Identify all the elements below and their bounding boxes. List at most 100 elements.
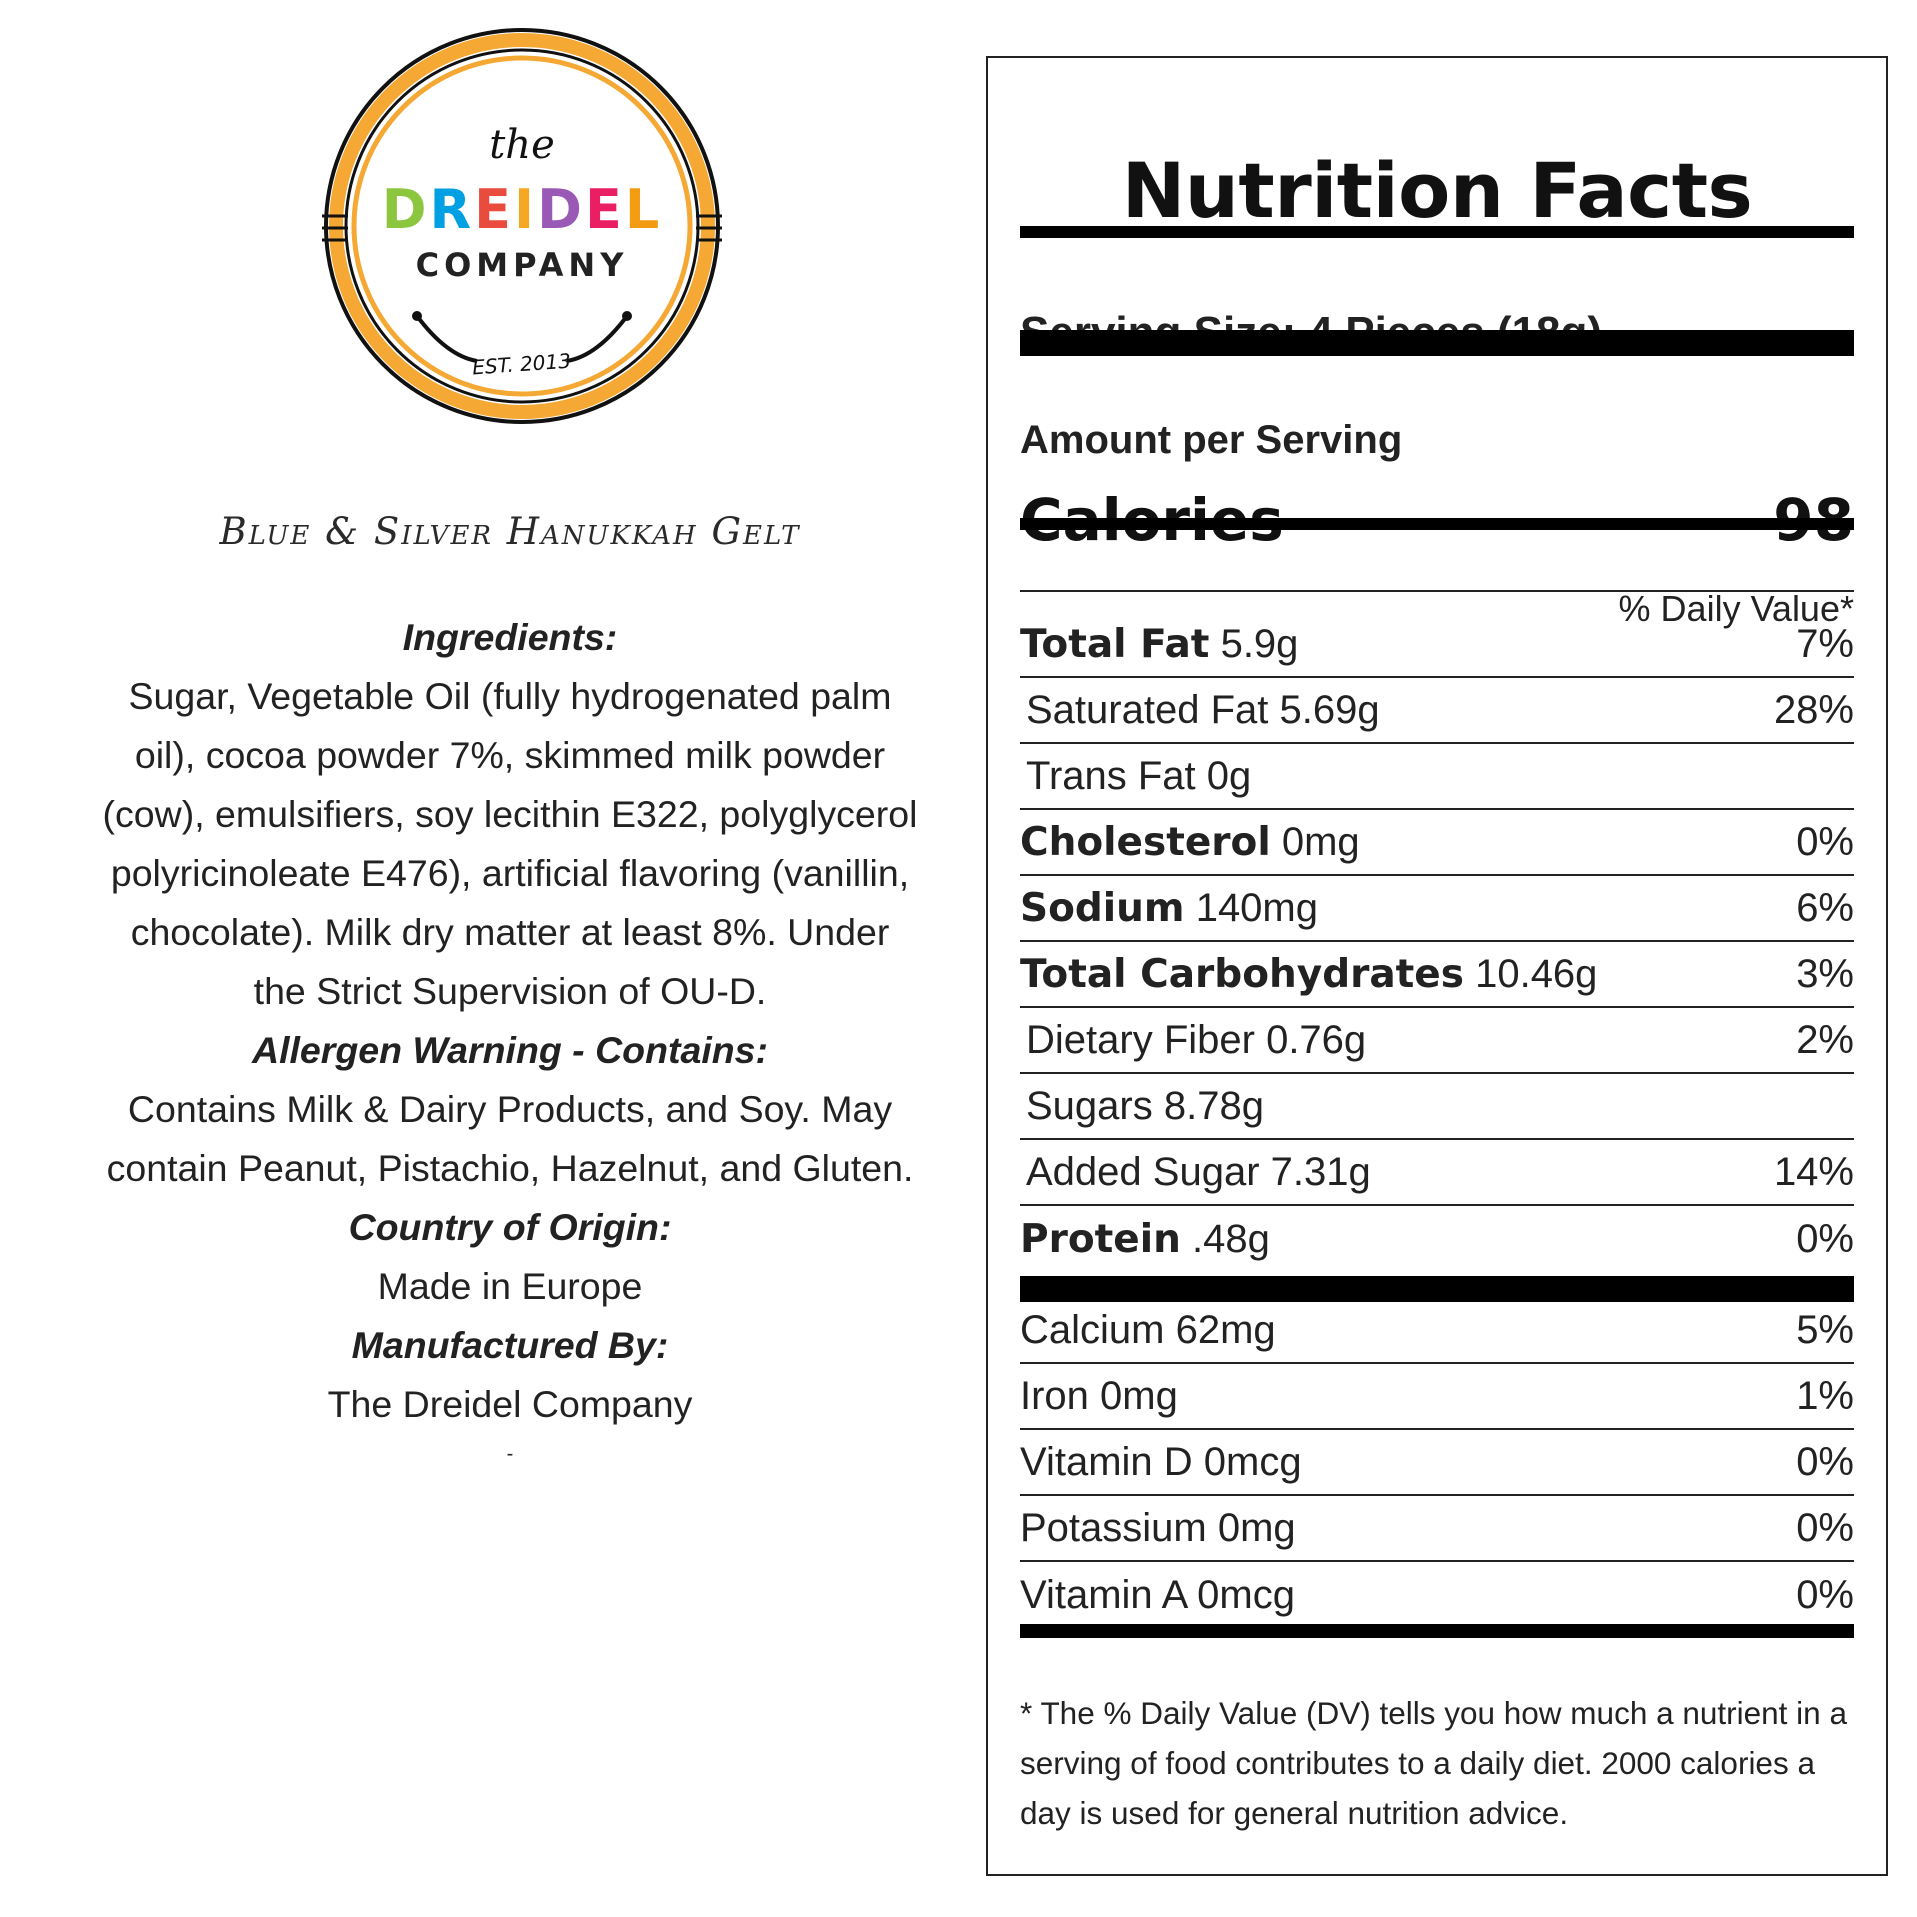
thick-divider <box>1020 226 1854 238</box>
dreidel-company-logo: the DREIDEL COMPANY EST. 2013 <box>322 26 722 426</box>
nutrient-row: Calcium 62mg 5% <box>1020 1298 1854 1364</box>
nutrient-amount: 7.31g <box>1259 1149 1371 1194</box>
nutrient-daily-value: 7% <box>1796 621 1854 666</box>
nutrient-name: Vitamin D <box>1020 1439 1193 1484</box>
ingredients-heading: Ingredients: <box>402 616 618 658</box>
nutrient-amount: 0g <box>1195 753 1252 798</box>
product-info-column: the DREIDEL COMPANY EST. 2013 Blue & Sil… <box>100 26 920 1474</box>
nutrient-label: Sodium 140mg <box>1020 886 1318 931</box>
nutrient-label: Dietary Fiber 0.76g <box>1020 1018 1366 1063</box>
nutrient-row: Potassium 0mg 0% <box>1020 1496 1854 1562</box>
thick-divider <box>1020 518 1854 530</box>
nutrient-daily-value: 0% <box>1796 1216 1854 1261</box>
ingredients-text: Sugar, Vegetable Oil (fully hydrogenated… <box>102 675 918 1012</box>
nutrient-label: Saturated Fat 5.69g <box>1020 688 1380 733</box>
manufacturer-text: The Dreidel Company <box>327 1383 693 1425</box>
nutrient-amount: 0mg <box>1088 1373 1178 1418</box>
trailing-mark: - <box>506 1443 514 1465</box>
manufacturer-heading: Manufactured By: <box>351 1324 669 1366</box>
origin-heading: Country of Origin: <box>348 1206 672 1248</box>
nutrient-row: Sodium 140mg 6% <box>1020 876 1854 942</box>
thick-divider <box>1020 1276 1854 1302</box>
nutrient-row: Total Fat 5.9g 7% <box>1020 612 1854 678</box>
nutrient-daily-value: 0% <box>1796 1439 1854 1484</box>
nutrient-label: Calcium 62mg <box>1020 1308 1276 1353</box>
nutrient-amount: 0.76g <box>1254 1017 1367 1062</box>
nutrient-amount: 140mg <box>1184 885 1318 930</box>
nutrient-name: Sugars <box>1026 1083 1153 1128</box>
origin-text: Made in Europe <box>377 1265 643 1307</box>
nutrient-label: Potassium 0mg <box>1020 1506 1296 1551</box>
logo-brand-letter: D <box>382 178 430 241</box>
nutrient-daily-value: 28% <box>1773 687 1854 732</box>
nutrient-row: Saturated Fat 5.69g 28% <box>1020 678 1854 744</box>
nutrient-daily-value: 6% <box>1796 885 1854 930</box>
nutrient-label: Total Fat 5.9g <box>1020 622 1298 667</box>
nutrient-name: Potassium <box>1020 1505 1207 1550</box>
nutrient-label: Trans Fat 0g <box>1020 754 1251 799</box>
nutrient-amount: 0mcg <box>1186 1572 1295 1617</box>
nutrient-amount: 5.69g <box>1268 687 1380 732</box>
nutrient-row: Vitamin D 0mcg 0% <box>1020 1430 1854 1496</box>
nutrition-facts-panel: Nutrition Facts Serving Size: 4 Pieces (… <box>986 56 1888 1876</box>
logo-brand-letter: E <box>474 178 514 241</box>
nutrient-name: Added Sugar <box>1026 1149 1260 1194</box>
nutrient-name: Dietary Fiber <box>1026 1017 1255 1062</box>
nutrient-daily-value: 0% <box>1796 819 1854 864</box>
nutrient-row: Sugars 8.78g <box>1020 1074 1854 1140</box>
nutrient-row: Total Carbohydrates 10.46g 3% <box>1020 942 1854 1008</box>
thick-divider <box>1020 330 1854 356</box>
nutrient-amount: 0mcg <box>1192 1439 1302 1484</box>
logo-company-text: COMPANY <box>416 246 629 284</box>
logo-brand-letter: D <box>537 178 585 241</box>
nutrient-amount: 0mg <box>1206 1505 1296 1550</box>
daily-value-footnote: * The % Daily Value (DV) tells you how m… <box>1020 1695 1847 1831</box>
nutrient-label: Sugars 8.78g <box>1020 1084 1264 1129</box>
nutrient-amount: 5.9g <box>1209 621 1299 666</box>
logo-brand-text: DREIDEL <box>382 178 663 241</box>
nutrient-daily-value: 3% <box>1796 951 1854 996</box>
nutrient-label: Vitamin D 0mcg <box>1020 1440 1302 1485</box>
nutrient-name: Sodium <box>1020 885 1185 931</box>
nutrient-row: Vitamin A 0mcg 0% <box>1020 1562 1854 1628</box>
nutrient-amount: 62mg <box>1164 1307 1276 1352</box>
nutrient-row: Trans Fat 0g <box>1020 744 1854 810</box>
nutrient-label: Added Sugar 7.31g <box>1020 1150 1371 1195</box>
logo-brand-letter: I <box>514 178 537 241</box>
nutrient-daily-value: 14% <box>1773 1149 1854 1194</box>
nutrient-amount: 8.78g <box>1152 1083 1264 1128</box>
logo-the-text: the <box>489 122 555 168</box>
nutrient-name: Total Fat <box>1020 621 1210 667</box>
daily-value-header: % Daily Value* <box>1618 588 1854 629</box>
nutrient-name: Cholesterol <box>1020 819 1271 865</box>
amount-per-serving: Amount per Serving <box>1020 418 1403 462</box>
nutrient-row: Added Sugar 7.31g 14% <box>1020 1140 1854 1206</box>
nutrient-name: Vitamin A <box>1020 1572 1187 1617</box>
nutrient-daily-value: 1% <box>1796 1373 1854 1418</box>
logo-brand-letter: E <box>585 178 625 241</box>
nutrient-name: Calcium <box>1020 1307 1165 1352</box>
nutrient-daily-value: 0% <box>1796 1505 1854 1550</box>
nutrient-label: Protein .48g <box>1020 1217 1270 1262</box>
nutrient-row: Dietary Fiber 0.76g 2% <box>1020 1008 1854 1074</box>
nutrient-name: Iron <box>1020 1373 1089 1418</box>
nutrition-facts-title: Nutrition Facts <box>1121 146 1753 235</box>
nutrient-amount: 10.46g <box>1463 951 1598 996</box>
allergen-heading: Allergen Warning - Contains: <box>252 1029 768 1071</box>
nutrient-row: Cholesterol 0mg 0% <box>1020 810 1854 876</box>
nutrient-label: Vitamin A 0mcg <box>1020 1573 1295 1618</box>
nutrient-daily-value: 2% <box>1796 1017 1854 1062</box>
thick-divider <box>1020 1624 1854 1638</box>
thin-divider <box>1020 590 1854 592</box>
nutrient-name: Trans Fat <box>1026 753 1196 798</box>
ingredients-info: Ingredients: Sugar, Vegetable Oil (fully… <box>100 608 920 1474</box>
product-title: Blue & Silver Hanukkah Gelt <box>219 510 801 553</box>
logo-brand-letter: R <box>430 178 475 241</box>
nutrient-daily-value: 0% <box>1796 1572 1854 1617</box>
nutrient-row: Iron 0mg 1% <box>1020 1364 1854 1430</box>
logo-graphic: the DREIDEL COMPANY EST. 2013 <box>322 28 722 424</box>
nutrient-label: Total Carbohydrates 10.46g <box>1020 952 1597 997</box>
nutrient-row: Protein .48g 0% <box>1020 1206 1854 1272</box>
nutrient-name: Saturated Fat <box>1026 687 1269 732</box>
nutrient-amount: 0mg <box>1270 819 1360 864</box>
